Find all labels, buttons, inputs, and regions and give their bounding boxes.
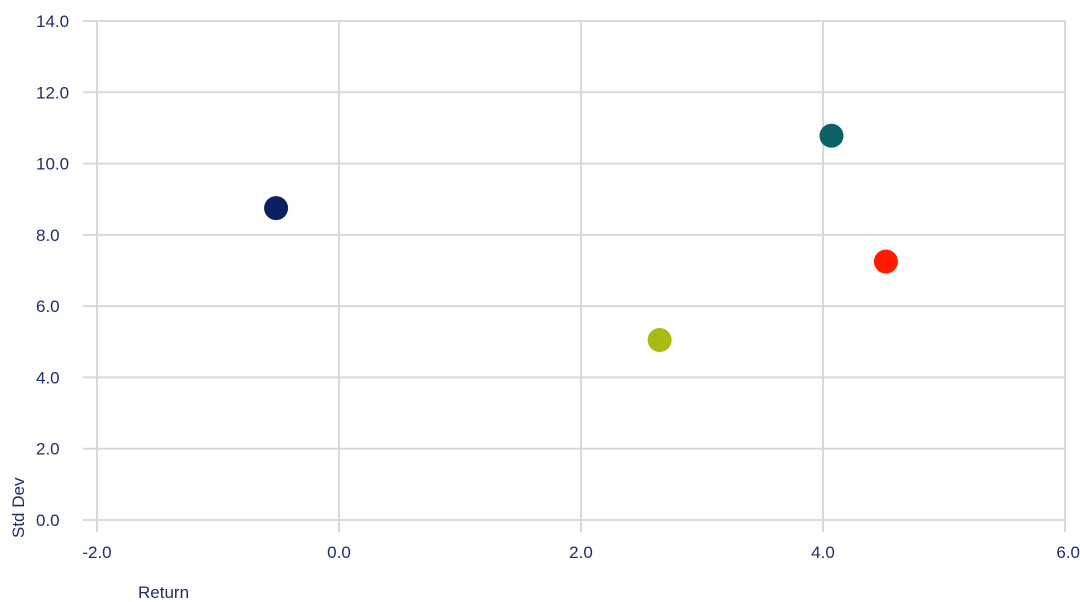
x-axis-title: Return xyxy=(138,583,189,602)
y-tick-label: 8.0 xyxy=(36,226,60,245)
y-tick-label: 0.0 xyxy=(36,511,60,530)
y-tick-label: 12.0 xyxy=(36,83,69,102)
grid xyxy=(83,20,1066,532)
data-point[interactable] xyxy=(873,249,898,274)
y-axis-title: Std Dev xyxy=(9,477,28,538)
x-axis: -2.0 0.0 2.0 4.0 6.0 xyxy=(82,543,1080,562)
data-point[interactable] xyxy=(819,123,844,148)
y-tick-label: 4.0 xyxy=(36,368,60,387)
x-tick-label: 2.0 xyxy=(569,543,593,562)
y-tick-label: 6.0 xyxy=(36,297,60,316)
data-point[interactable] xyxy=(264,196,289,221)
x-tick-label: 0.0 xyxy=(327,543,351,562)
x-tick-label: 4.0 xyxy=(811,543,835,562)
y-tick-label: 14.0 xyxy=(36,12,69,31)
y-tick-label: 10.0 xyxy=(36,155,69,174)
data-point[interactable] xyxy=(647,328,672,353)
y-tick-label: 2.0 xyxy=(36,440,60,459)
data-points xyxy=(264,123,898,353)
x-tick-label: 6.0 xyxy=(1056,543,1080,562)
x-tick-label: -2.0 xyxy=(82,543,111,562)
y-axis: 0.0 2.0 4.0 6.0 8.0 10.0 12.0 14.0 xyxy=(36,12,69,530)
